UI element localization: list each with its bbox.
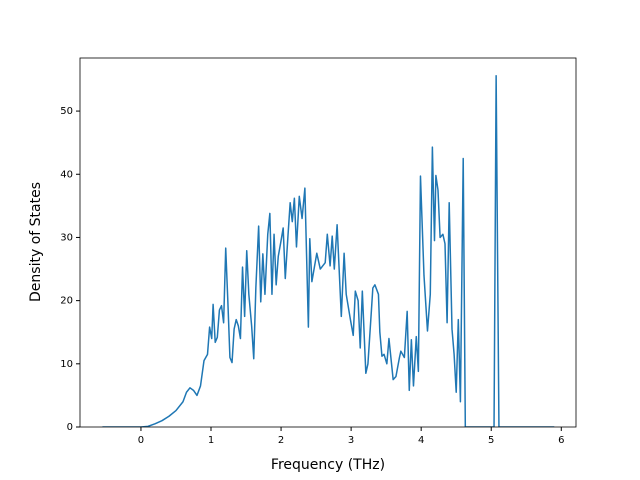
y-tick-label: 10 (60, 359, 73, 370)
y-tick-label: 0 (67, 422, 73, 433)
y-tick-label: 30 (60, 232, 73, 243)
plot-frame (79, 57, 577, 428)
line (102, 74, 555, 427)
y-tick-label: 50 (60, 106, 73, 117)
x-tick-label: 5 (488, 435, 494, 446)
y-tick-label: 20 (60, 296, 73, 307)
x-tick-label: 0 (138, 435, 144, 446)
y-tick-label: 40 (60, 169, 73, 180)
x-axis-label: Frequency (THz) (271, 457, 385, 473)
x-tick-label: 1 (208, 435, 214, 446)
x-tick-label: 3 (348, 435, 354, 446)
x-tick-label: 2 (278, 435, 284, 446)
y-axis-label: Density of States (28, 182, 44, 302)
x-tick-label: 4 (418, 435, 424, 446)
x-tick-label: 6 (558, 435, 564, 446)
